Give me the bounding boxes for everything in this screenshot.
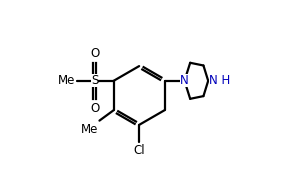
Text: O: O xyxy=(90,102,99,115)
Text: Me: Me xyxy=(58,74,76,87)
Text: Me: Me xyxy=(81,123,98,136)
Text: N: N xyxy=(180,74,189,87)
Text: N H: N H xyxy=(209,74,230,87)
Text: S: S xyxy=(91,74,98,87)
Text: Cl: Cl xyxy=(133,144,145,157)
Text: O: O xyxy=(90,47,99,60)
